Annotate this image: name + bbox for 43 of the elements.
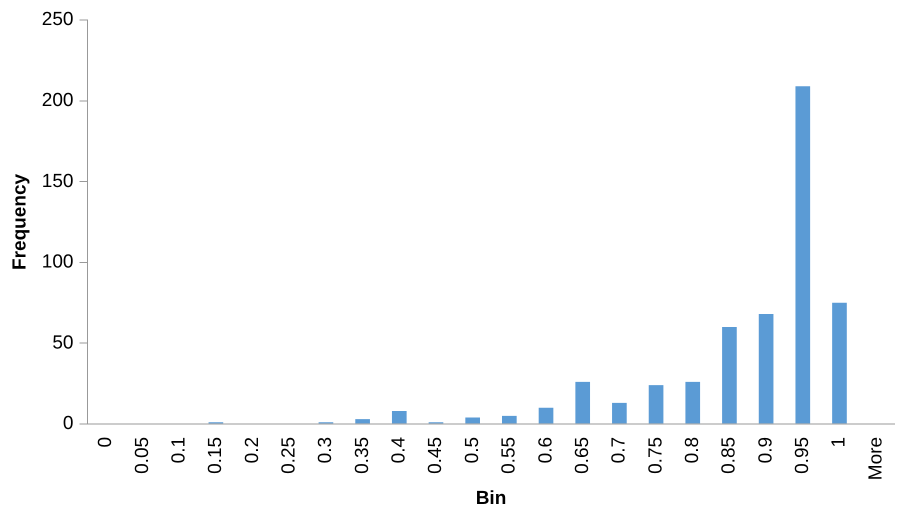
y-tick-label: 250	[42, 9, 74, 30]
y-tick-label: 200	[42, 90, 74, 112]
x-tick-label: 0.45	[425, 436, 446, 474]
x-tick-label: 0.3	[315, 436, 336, 464]
x-tick-label: More	[865, 436, 886, 480]
bar	[538, 408, 554, 424]
bar	[465, 417, 480, 424]
x-tick-label: 0.35	[352, 436, 373, 474]
x-tick-label: 0.65	[572, 436, 593, 474]
x-tick-label: 0	[95, 436, 116, 448]
y-tick-label: 50	[52, 332, 74, 354]
x-tick-label: 1	[828, 436, 850, 448]
x-axis-title: Bin	[476, 488, 506, 509]
x-tick-label: 0.55	[498, 436, 520, 474]
x-tick-label: 0.2	[242, 436, 263, 464]
bar	[795, 86, 810, 424]
x-tick-label: 0.9	[755, 436, 776, 464]
y-tick-label: 0	[62, 413, 74, 434]
y-axis-title: Frequency	[10, 173, 31, 270]
bar	[502, 416, 517, 424]
x-tick-label: 0.05	[132, 436, 153, 474]
bar	[832, 302, 847, 424]
bar	[355, 419, 370, 424]
x-tick-label: 0.95	[792, 436, 814, 474]
x-tick-label: 0.15	[205, 436, 226, 474]
x-tick-label: 0.7	[608, 436, 630, 464]
x-tick-label: 0.75	[645, 436, 666, 474]
bar	[722, 326, 737, 424]
x-tick-label: 0.25	[278, 436, 300, 474]
bar	[612, 402, 627, 424]
x-tick-label: 0.5	[462, 436, 483, 464]
x-tick-label: 0.8	[682, 436, 703, 464]
bar	[392, 410, 407, 424]
x-tick-label: 0.4	[388, 436, 410, 464]
x-tick-label: 0.6	[535, 436, 556, 464]
x-tick-label: 0.1	[168, 436, 190, 464]
bar	[758, 314, 774, 424]
bar	[575, 382, 590, 424]
bar	[685, 382, 700, 424]
y-tick-label: 100	[42, 252, 74, 273]
bar	[648, 385, 664, 424]
y-tick-label: 150	[42, 170, 74, 192]
x-tick-label: 0.85	[718, 436, 740, 474]
